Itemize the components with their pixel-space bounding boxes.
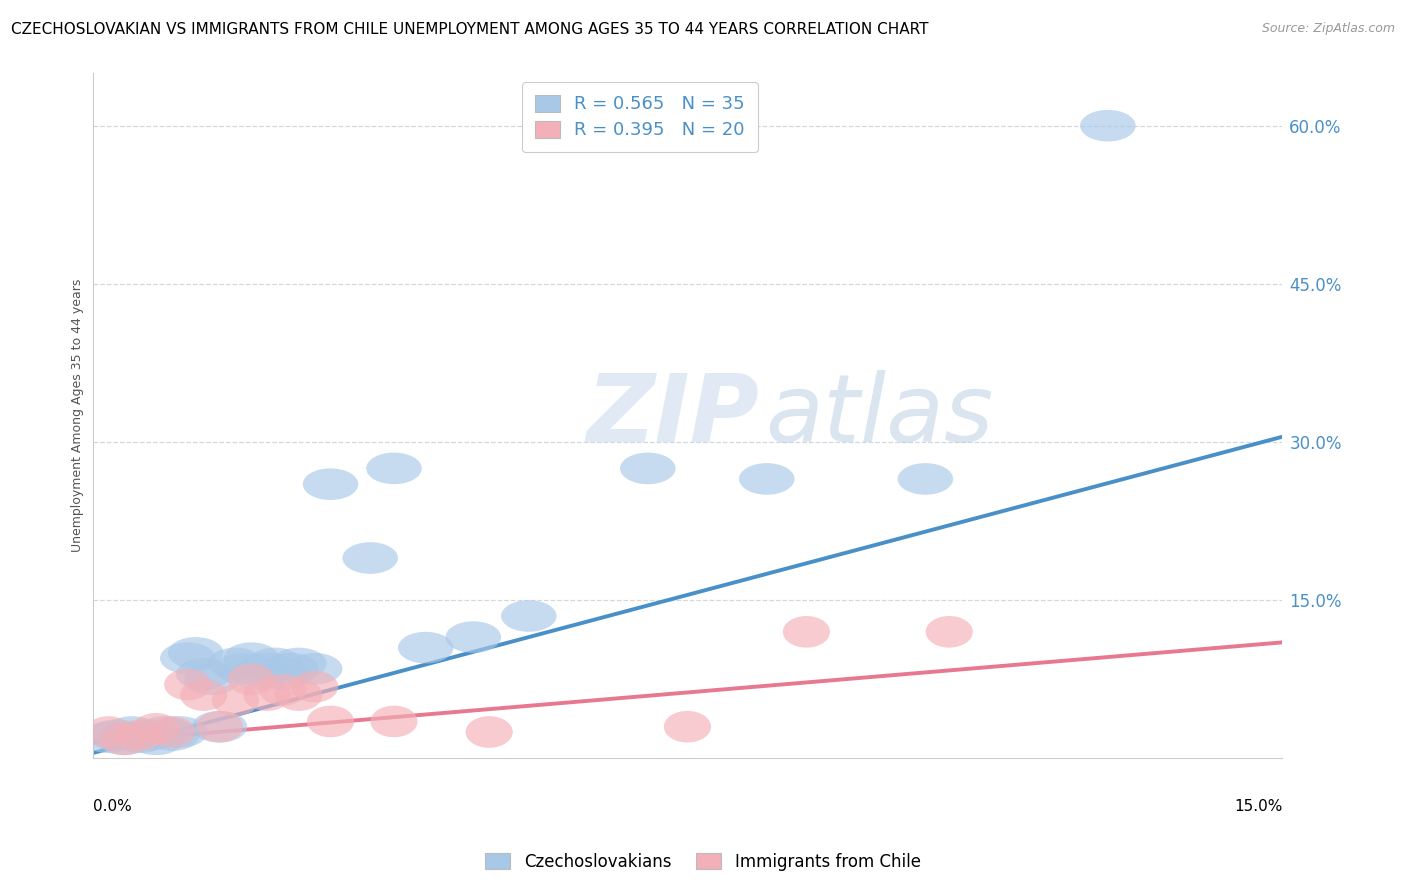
Ellipse shape: [343, 542, 398, 574]
Text: Source: ZipAtlas.com: Source: ZipAtlas.com: [1261, 22, 1395, 36]
Ellipse shape: [80, 722, 136, 753]
Ellipse shape: [101, 723, 148, 756]
Ellipse shape: [783, 616, 830, 648]
Ellipse shape: [121, 719, 176, 751]
Ellipse shape: [243, 680, 291, 711]
Ellipse shape: [465, 716, 513, 747]
Ellipse shape: [446, 621, 501, 653]
Ellipse shape: [208, 648, 263, 680]
Ellipse shape: [195, 711, 243, 742]
Ellipse shape: [191, 711, 247, 742]
Ellipse shape: [165, 669, 211, 700]
Ellipse shape: [97, 723, 152, 756]
Ellipse shape: [145, 719, 200, 751]
Ellipse shape: [263, 653, 319, 684]
Ellipse shape: [148, 716, 195, 747]
Ellipse shape: [239, 653, 295, 684]
Ellipse shape: [254, 658, 311, 690]
Ellipse shape: [302, 468, 359, 500]
Ellipse shape: [287, 653, 343, 684]
Ellipse shape: [184, 664, 239, 695]
Legend: R = 0.565   N = 35, R = 0.395   N = 20: R = 0.565 N = 35, R = 0.395 N = 20: [522, 82, 758, 153]
Ellipse shape: [212, 684, 259, 716]
Ellipse shape: [366, 452, 422, 484]
Ellipse shape: [228, 664, 274, 695]
Ellipse shape: [247, 648, 302, 680]
Y-axis label: Unemployment Among Ages 35 to 44 years: Unemployment Among Ages 35 to 44 years: [72, 279, 84, 552]
Ellipse shape: [152, 716, 208, 747]
Ellipse shape: [128, 723, 184, 756]
Ellipse shape: [180, 680, 228, 711]
Text: 15.0%: 15.0%: [1234, 799, 1282, 814]
Ellipse shape: [740, 463, 794, 495]
Ellipse shape: [370, 706, 418, 738]
Ellipse shape: [84, 716, 132, 747]
Ellipse shape: [176, 658, 232, 690]
Ellipse shape: [104, 716, 160, 747]
Ellipse shape: [291, 671, 339, 703]
Ellipse shape: [167, 637, 224, 669]
Ellipse shape: [897, 463, 953, 495]
Ellipse shape: [271, 648, 326, 680]
Ellipse shape: [276, 680, 322, 711]
Text: ZIP: ZIP: [586, 369, 759, 462]
Ellipse shape: [89, 719, 145, 751]
Ellipse shape: [215, 653, 271, 684]
Ellipse shape: [132, 713, 180, 745]
Ellipse shape: [117, 719, 163, 751]
Text: atlas: atlas: [765, 370, 993, 461]
Legend: Czechoslovakians, Immigrants from Chile: Czechoslovakians, Immigrants from Chile: [477, 845, 929, 880]
Ellipse shape: [501, 600, 557, 632]
Ellipse shape: [136, 716, 191, 747]
Ellipse shape: [664, 711, 711, 742]
Ellipse shape: [232, 658, 287, 690]
Ellipse shape: [112, 722, 167, 753]
Text: CZECHOSLOVAKIAN VS IMMIGRANTS FROM CHILE UNEMPLOYMENT AMONG AGES 35 TO 44 YEARS : CZECHOSLOVAKIAN VS IMMIGRANTS FROM CHILE…: [11, 22, 929, 37]
Ellipse shape: [1080, 110, 1136, 142]
Ellipse shape: [620, 452, 675, 484]
Text: 0.0%: 0.0%: [93, 799, 131, 814]
Ellipse shape: [224, 642, 278, 674]
Ellipse shape: [160, 642, 215, 674]
Ellipse shape: [398, 632, 454, 664]
Ellipse shape: [925, 616, 973, 648]
Ellipse shape: [307, 706, 354, 738]
Ellipse shape: [259, 674, 307, 706]
